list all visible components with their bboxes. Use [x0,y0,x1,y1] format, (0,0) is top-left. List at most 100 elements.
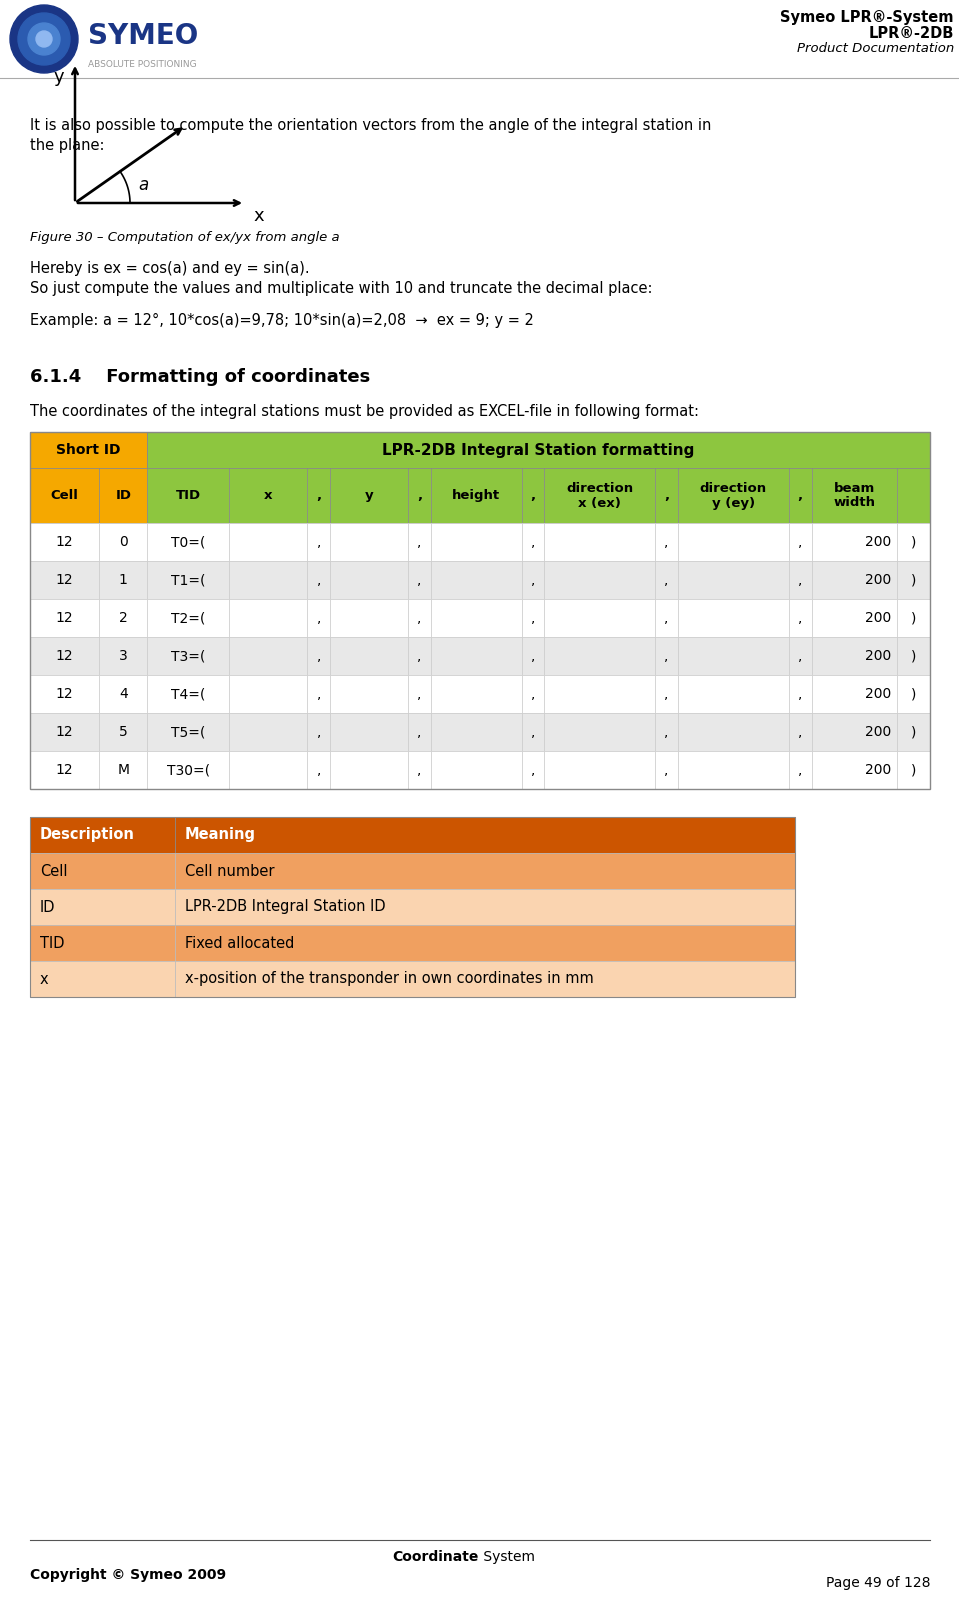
Bar [30,817,175,853]
Bar [30,925,175,960]
Text: ,: , [530,574,535,586]
Text: Cell: Cell [51,489,79,502]
Text: 12: 12 [56,574,74,586]
Text: ,: , [798,687,803,702]
Text: SYMEO: SYMEO [88,22,199,50]
Bar [175,960,795,997]
Bar [898,561,930,599]
Bar [229,599,307,638]
Text: ,: , [316,574,321,586]
Text: ,: , [417,574,422,586]
Text: It is also possible to compute the orientation vectors from the angle of the int: It is also possible to compute the orien… [30,118,712,133]
Text: ): ) [911,725,916,738]
Bar [229,561,307,599]
Text: T2=(: T2=( [171,610,205,625]
Text: Description: Description [40,828,135,842]
Bar [100,468,148,523]
Text: ,: , [530,649,535,663]
Bar [307,561,330,599]
Text: T4=(: T4=( [171,687,205,702]
Text: LPR®-2DB: LPR®-2DB [869,26,954,42]
Text: ,: , [798,725,803,738]
Text: ,: , [530,489,535,502]
Bar [30,853,175,888]
Bar [148,468,229,523]
Bar [678,599,789,638]
Bar [30,888,175,925]
Text: So just compute the values and multiplicate with 10 and truncate the decimal pla: So just compute the values and multiplic… [30,281,652,296]
Bar [522,713,545,751]
Text: System: System [479,1550,535,1564]
Text: ,: , [316,610,321,625]
Bar [545,638,655,674]
Text: 4: 4 [119,687,128,702]
Text: 200: 200 [865,725,891,738]
Bar [811,523,898,561]
Text: 5: 5 [119,725,128,738]
Text: height: height [452,489,501,502]
Bar [307,599,330,638]
Bar [30,751,100,789]
Bar [522,674,545,713]
Bar [522,523,545,561]
Bar [522,599,545,638]
Bar [545,751,655,789]
Text: TID: TID [175,489,200,502]
Text: 200: 200 [865,610,891,625]
Text: beam
width: beam width [833,481,876,510]
Bar [811,599,898,638]
Bar [898,468,930,523]
Bar [307,468,330,523]
Text: 12: 12 [56,725,74,738]
Bar [100,523,148,561]
Text: 12: 12 [56,610,74,625]
Bar [330,599,409,638]
Bar [811,674,898,713]
Text: Short ID: Short ID [57,443,121,457]
Bar [431,468,522,523]
Text: The coordinates of the integral stations must be provided as EXCEL-file in follo: The coordinates of the integral stations… [30,404,699,419]
Bar [789,751,811,789]
Bar [307,638,330,674]
Bar [811,713,898,751]
Bar [431,638,522,674]
Bar [409,523,431,561]
Bar [789,638,811,674]
Text: ,: , [316,649,321,663]
Text: ,: , [316,725,321,738]
Text: ,: , [664,489,669,502]
Bar [655,638,678,674]
Text: T0=(: T0=( [171,535,205,550]
Text: ,: , [417,649,422,663]
Bar [148,431,930,468]
Bar [789,561,811,599]
Bar [148,561,229,599]
Text: a: a [138,176,148,193]
Bar [431,713,522,751]
Bar [30,638,100,674]
Text: ,: , [417,610,422,625]
Bar [898,599,930,638]
Bar [431,599,522,638]
Text: ,: , [316,762,321,777]
Bar [655,468,678,523]
Bar [148,751,229,789]
Bar [330,561,409,599]
Bar [330,713,409,751]
Bar [522,751,545,789]
Bar [175,888,795,925]
Text: 1: 1 [119,574,128,586]
Bar [409,561,431,599]
Text: 200: 200 [865,574,891,586]
Bar [545,468,655,523]
Bar [409,599,431,638]
Bar [229,713,307,751]
Bar [148,713,229,751]
Bar [330,638,409,674]
Text: Fixed allocated: Fixed allocated [185,935,294,951]
Bar [431,751,522,789]
Text: direction
y (ey): direction y (ey) [700,481,767,510]
Text: 200: 200 [865,762,891,777]
Text: ,: , [798,649,803,663]
Text: ,: , [417,762,422,777]
